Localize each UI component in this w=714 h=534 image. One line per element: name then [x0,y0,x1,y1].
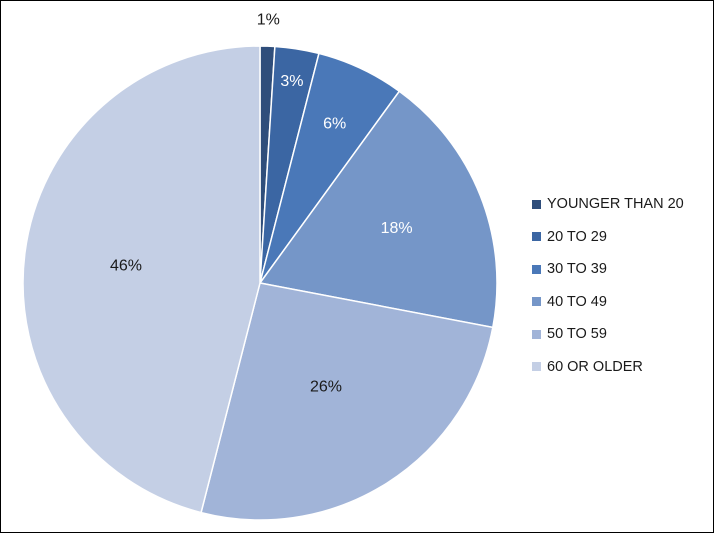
legend-item: YOUNGER THAN 20 [532,188,712,221]
legend-swatch [532,329,541,339]
pie-slice [200,282,494,521]
slice-data-label: 6% [323,116,346,133]
legend-label: YOUNGER THAN 20 [547,196,684,213]
slice-data-label: 3% [280,73,303,90]
legend-item: 30 TO 39 [532,253,712,286]
pie-slice [258,90,498,329]
pie-slice [22,45,261,514]
legend-swatch [532,232,541,242]
legend-label: 50 TO 59 [547,326,607,343]
legend-label: 60 OR OLDER [547,358,643,375]
slice-data-label: 46% [110,257,142,274]
legend-item: 50 TO 59 [532,318,712,351]
legend-item: 40 TO 49 [532,286,712,319]
legend-label: 30 TO 39 [547,261,607,278]
slice-data-label: 18% [381,220,413,237]
slice-data-label: 1% [257,11,280,28]
legend-label: 20 TO 29 [547,228,607,245]
legend: YOUNGER THAN 20 20 TO 29 30 TO 39 40 TO … [532,188,712,383]
legend-swatch [532,362,541,372]
legend-swatch [532,297,541,307]
legend-swatch [532,199,541,209]
legend-swatch [532,264,541,274]
slice-data-label: 26% [310,378,342,395]
legend-item: 60 OR OLDER [532,351,712,384]
legend-label: 40 TO 49 [547,293,607,310]
legend-item: 20 TO 29 [532,221,712,254]
